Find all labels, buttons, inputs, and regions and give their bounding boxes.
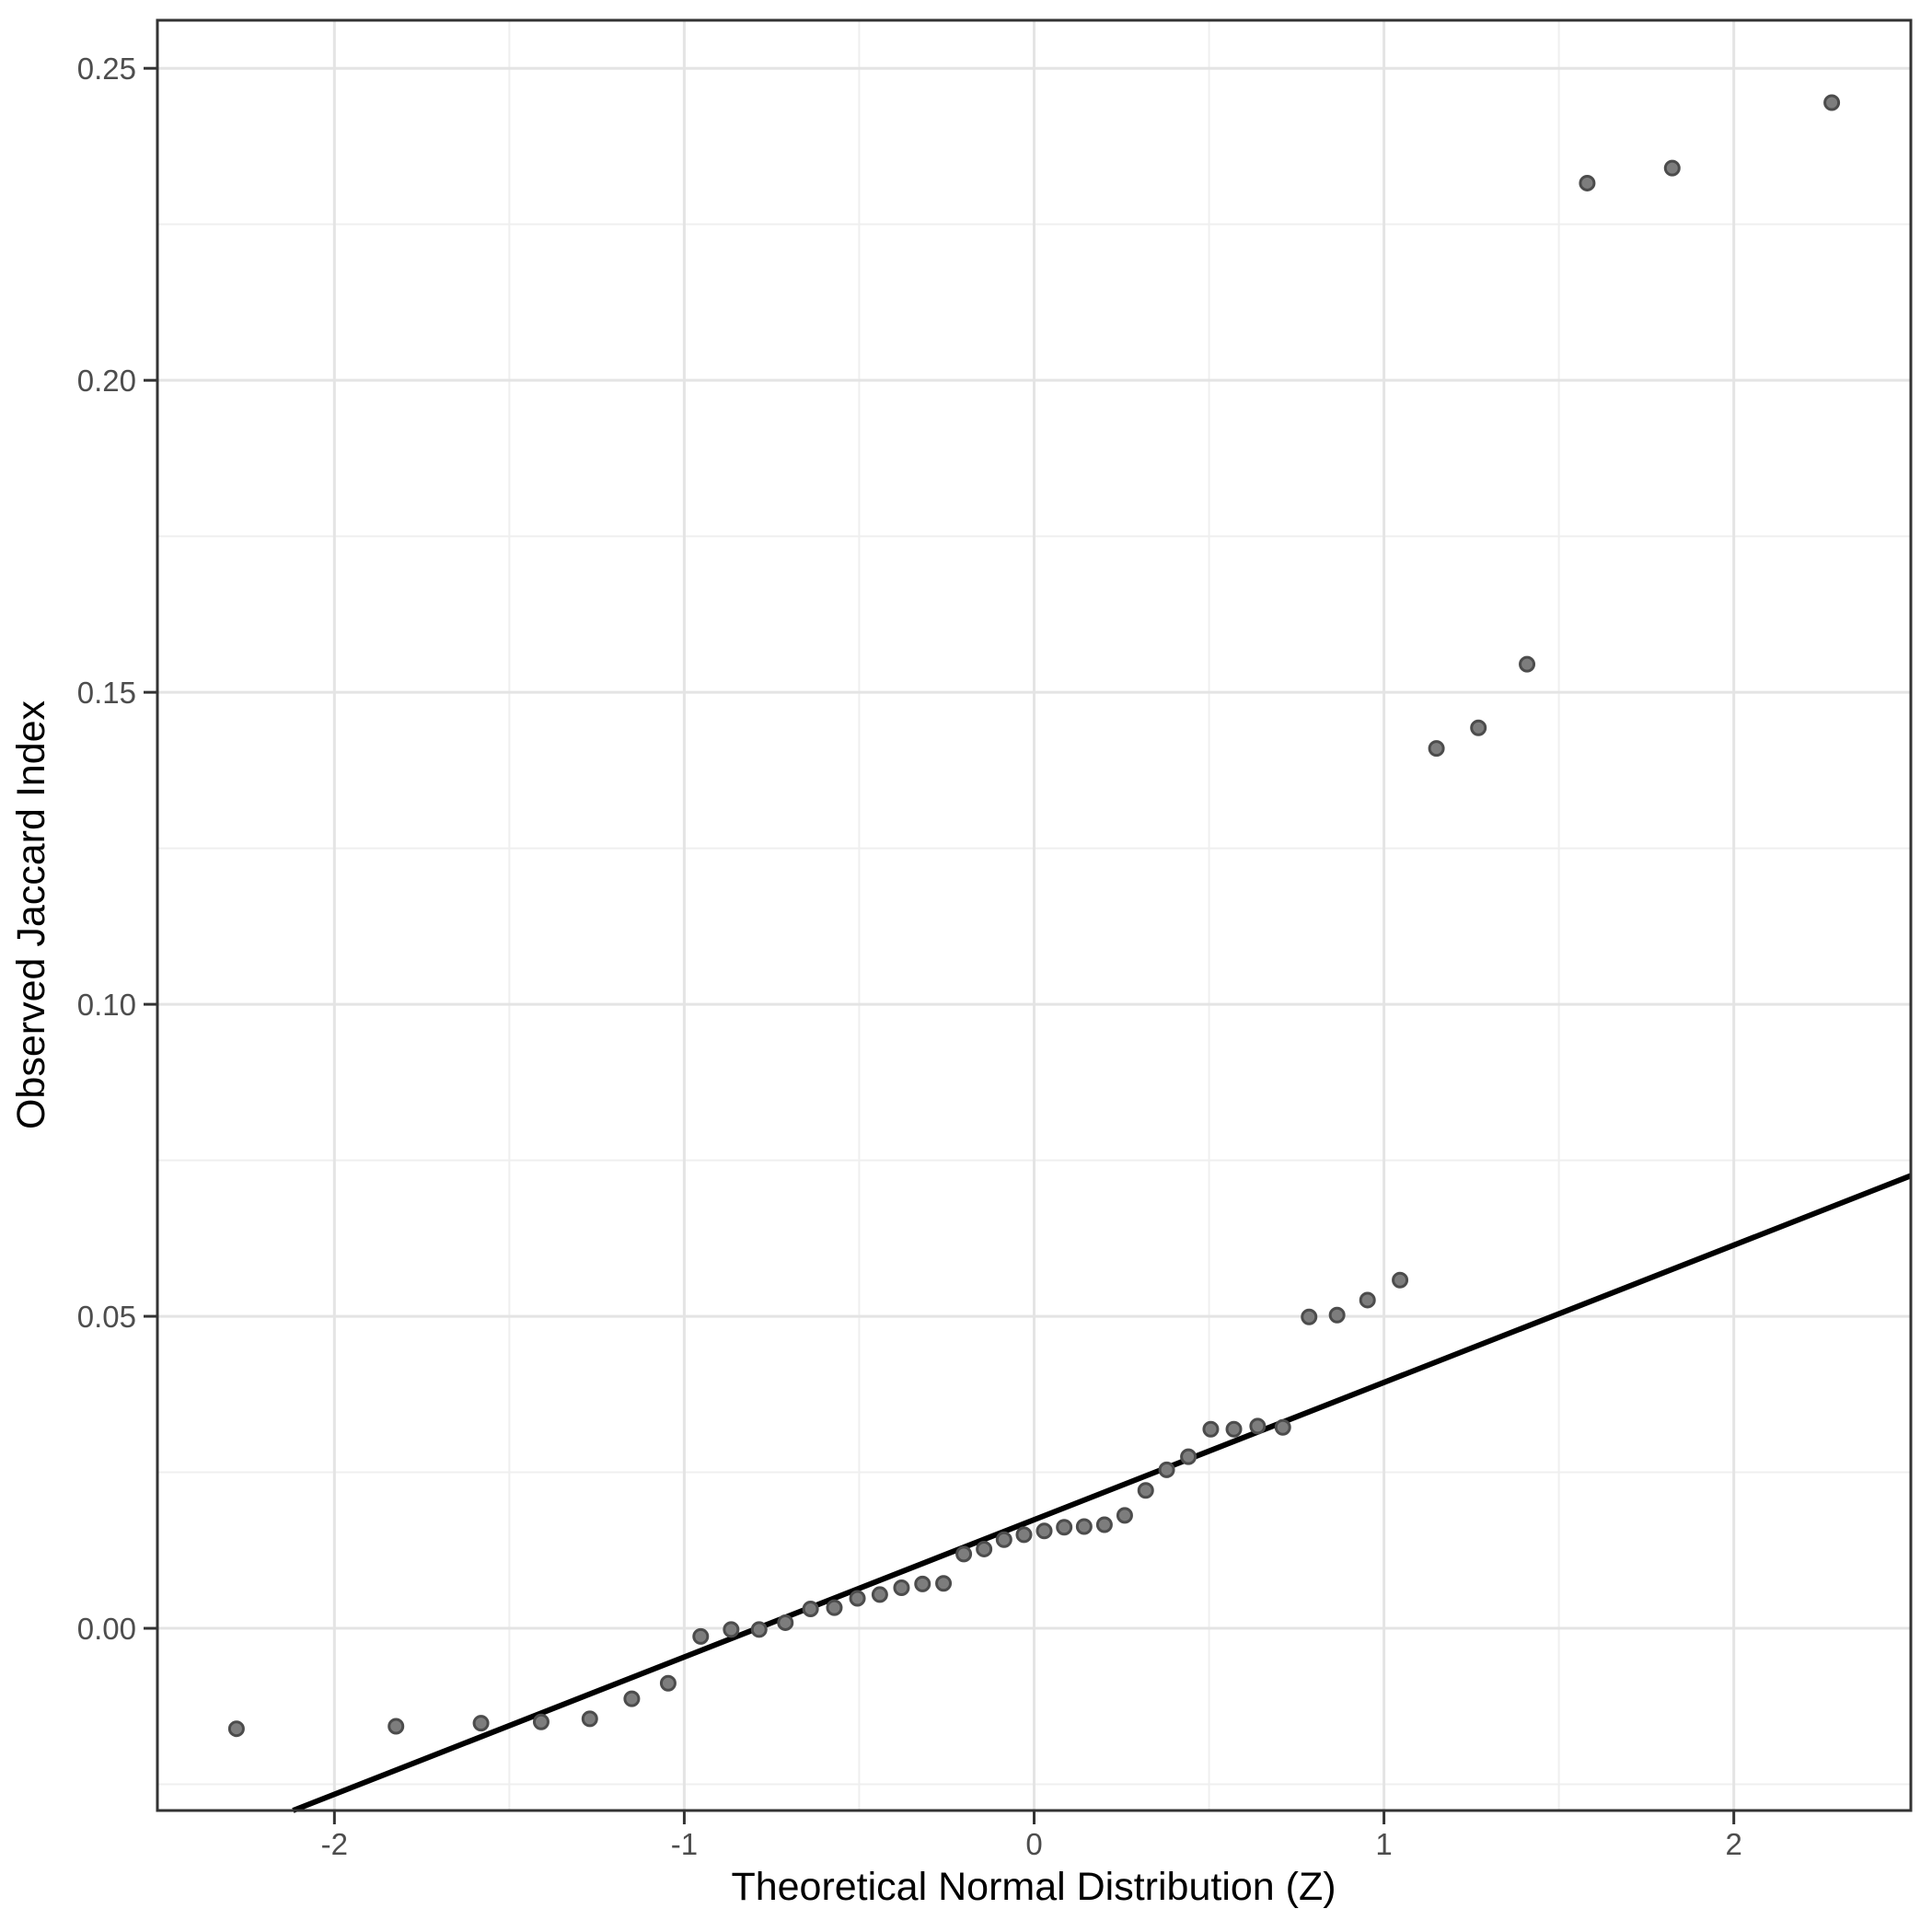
data-point — [914, 1575, 931, 1592]
y-tick-label: 0.00 — [77, 1612, 136, 1646]
data-point — [1579, 174, 1596, 191]
axis-tick-labels-layer: -2 -1 0 1 2 0.00 0.05 0.10 0.15 0.20 0.25 — [77, 52, 1742, 1861]
y-tick-label: 0.25 — [77, 52, 136, 86]
x-tick-label: 0 — [1025, 1827, 1042, 1861]
y-tick-label: 0.20 — [77, 364, 136, 398]
data-point — [1392, 1271, 1409, 1289]
qq-reference-line-layer — [292, 1173, 1913, 1813]
data-point — [1328, 1306, 1346, 1324]
data-point — [1274, 1418, 1291, 1436]
data-point — [976, 1540, 993, 1557]
y-axis-title: Observed Jaccard Index — [9, 700, 53, 1129]
data-point — [1359, 1291, 1376, 1309]
data-point — [1137, 1482, 1154, 1499]
data-point — [723, 1621, 740, 1638]
data-point — [1202, 1420, 1220, 1438]
data-point — [1015, 1526, 1033, 1544]
data-point — [1180, 1448, 1197, 1465]
data-point — [826, 1599, 843, 1616]
x-tick-label: -2 — [321, 1827, 348, 1861]
data-point — [581, 1710, 598, 1728]
data-point — [1035, 1522, 1053, 1540]
data-points-layer — [227, 94, 1841, 1738]
y-tick-label: 0.15 — [77, 676, 136, 710]
data-point — [777, 1614, 794, 1631]
data-point — [955, 1545, 973, 1563]
data-point — [1056, 1519, 1073, 1536]
x-tick-label: 2 — [1725, 1827, 1741, 1861]
data-point — [1075, 1518, 1093, 1535]
data-point — [1428, 740, 1445, 758]
data-point — [1249, 1417, 1267, 1435]
gridlines-major — [157, 20, 1911, 1811]
data-point — [1301, 1308, 1318, 1325]
data-point — [227, 1720, 245, 1738]
data-point — [1158, 1461, 1175, 1478]
data-point — [1663, 159, 1681, 177]
data-point — [1116, 1507, 1133, 1524]
data-point — [750, 1621, 768, 1638]
data-point — [532, 1713, 550, 1730]
data-point — [871, 1586, 888, 1603]
data-point — [893, 1579, 910, 1596]
data-point — [1519, 655, 1536, 673]
x-tick-label: -1 — [671, 1827, 698, 1861]
data-point — [1225, 1420, 1243, 1438]
data-point — [388, 1718, 405, 1735]
data-point — [935, 1575, 953, 1592]
qq-reference-line — [292, 1173, 1913, 1813]
data-point — [1823, 94, 1841, 111]
axis-ticks-layer — [144, 66, 1736, 1824]
data-point — [995, 1531, 1012, 1548]
data-point — [1470, 719, 1487, 736]
data-point — [802, 1601, 819, 1618]
data-point — [659, 1674, 677, 1692]
x-tick-label: 1 — [1375, 1827, 1392, 1861]
y-tick-label: 0.10 — [77, 988, 136, 1022]
x-axis-title: Theoretical Normal Distribution (Z) — [731, 1865, 1336, 1909]
data-point — [849, 1590, 866, 1607]
y-tick-label: 0.05 — [77, 1300, 136, 1334]
data-point — [623, 1690, 641, 1707]
data-point — [1095, 1516, 1113, 1533]
data-point — [472, 1715, 490, 1732]
data-point — [692, 1627, 710, 1645]
